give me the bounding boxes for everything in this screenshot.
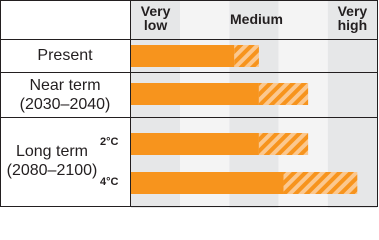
bar-segment	[258, 83, 309, 105]
bar-segment	[131, 83, 259, 105]
x-tick-label: Very low	[140, 3, 171, 33]
bar-segment	[258, 133, 309, 155]
frame	[0, 0, 378, 207]
bar-segment	[131, 45, 235, 67]
bar-segment	[234, 45, 259, 67]
x-tick-label: Medium	[230, 11, 283, 27]
x-tick-label: Very high	[337, 3, 368, 33]
chart-canvas	[0, 0, 378, 208]
row-label: 4°C	[100, 176, 119, 188]
row-label: 2°C	[100, 136, 119, 148]
row-label: Present	[37, 47, 93, 64]
chart: Present Near term (2030–2040) Long term …	[0, 0, 378, 208]
bar-segment	[131, 172, 284, 194]
row-label: Near term (2030–2040)	[19, 77, 111, 113]
bar-segment	[131, 133, 259, 155]
group-label: Long term (2080–2100)	[6, 143, 98, 179]
bar-segment	[283, 172, 358, 194]
